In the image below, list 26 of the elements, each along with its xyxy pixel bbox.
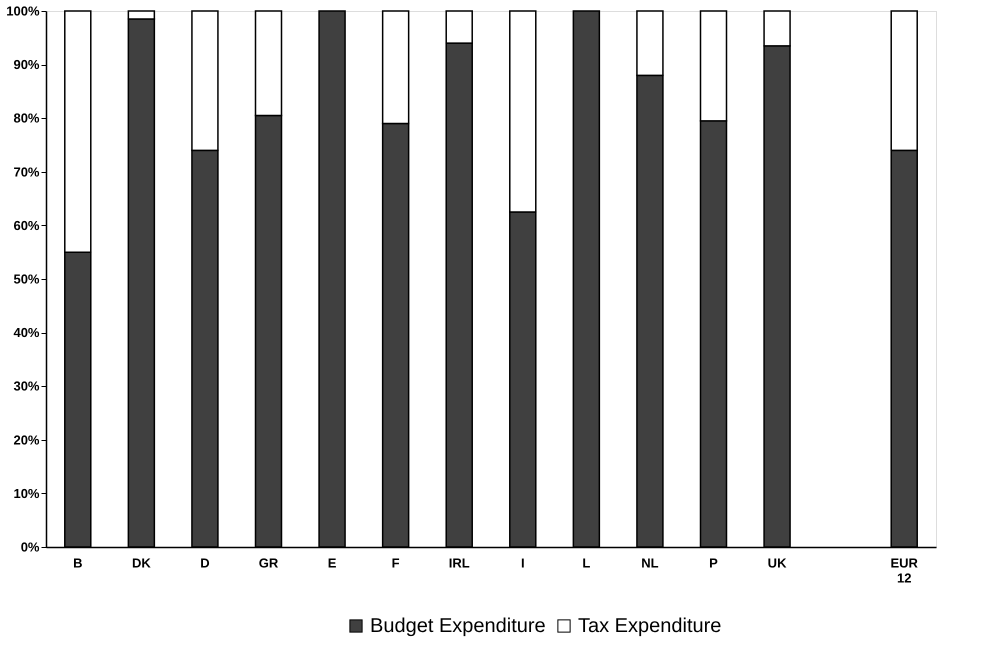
y-tick-label: 90% — [13, 57, 40, 72]
legend-label: Tax Expenditure — [578, 615, 722, 637]
x-tick-label: E — [328, 556, 337, 570]
legend-label: Budget Expenditure — [370, 615, 546, 637]
x-tick-label: NL — [641, 556, 659, 570]
y-tick-label: 20% — [13, 432, 40, 448]
x-tick-label: P — [709, 556, 718, 570]
y-tick-label: 0% — [20, 540, 40, 554]
x-tick-label: D — [200, 556, 210, 570]
y-tick-label: 10% — [13, 486, 40, 501]
x-tick-label: GR — [258, 556, 279, 570]
y-tick-label: 100% — [6, 4, 40, 18]
y-tick-label: 40% — [13, 325, 40, 340]
x-tick-label: I — [520, 556, 525, 570]
y-tick-label: 80% — [13, 110, 40, 126]
x-tick-label: UK — [768, 556, 788, 570]
x-tick-label: L — [582, 556, 590, 570]
y-tick-label: 30% — [13, 378, 40, 394]
x-tick-label: F — [392, 556, 400, 570]
y-tick-label: 50% — [13, 272, 40, 286]
x-tick-label: B — [73, 556, 82, 570]
x-tick-label: EUR 12 — [890, 556, 919, 586]
x-tick-label: IRL — [448, 556, 470, 570]
y-tick-label: 70% — [13, 164, 40, 180]
y-tick-label: 60% — [13, 218, 40, 233]
x-tick-label: DK — [132, 556, 152, 570]
